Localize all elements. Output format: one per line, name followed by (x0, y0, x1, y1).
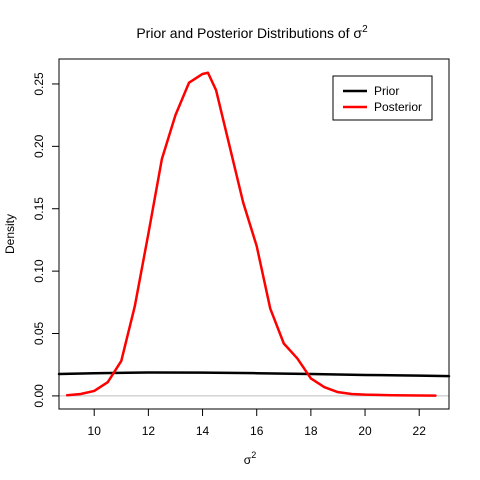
x-tick-label: 12 (142, 424, 156, 438)
y-axis: 0.00 0.05 0.10 0.15 0.20 0.25 (32, 72, 59, 408)
series-line-prior (57, 371, 451, 378)
x-tick-label: 18 (304, 424, 318, 438)
x-axis: 10 12 14 16 18 20 22 (88, 409, 427, 438)
series-layer (57, 71, 451, 397)
plot-frame (58, 58, 450, 410)
x-tick-label: 16 (250, 424, 264, 438)
y-axis-label: Density (3, 214, 17, 254)
y-tick-label: 0.00 (32, 384, 46, 408)
x-tick-label: 20 (358, 424, 372, 438)
x-axis-label: σ2 (244, 450, 256, 467)
legend-box (332, 75, 433, 121)
legend-label-prior: Prior (374, 84, 399, 98)
y-tick-label: 0.05 (32, 322, 46, 346)
y-tick-label: 0.15 (32, 197, 46, 221)
x-tick-label: 10 (88, 424, 102, 438)
series-line-posterior (65, 71, 437, 397)
x-tick-label: 22 (413, 424, 427, 438)
y-tick-label: 0.10 (32, 259, 46, 283)
y-tick-label: 0.25 (32, 72, 46, 96)
chart-title: Prior and Posterior Distributions of σ2 (136, 24, 368, 41)
y-tick-label: 0.20 (32, 134, 46, 158)
x-tick-label: 14 (196, 424, 210, 438)
legend: Prior Posterior (332, 75, 433, 121)
legend-label-posterior: Posterior (374, 100, 422, 114)
